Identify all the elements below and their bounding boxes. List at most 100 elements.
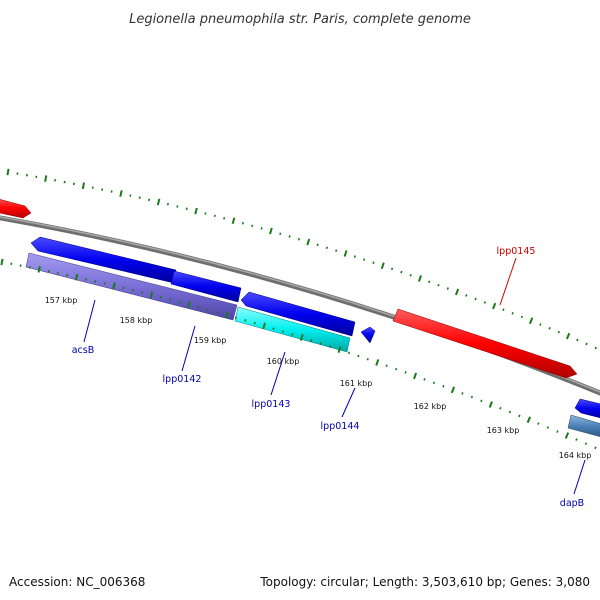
inner-ring-major-tick: [74, 273, 79, 281]
inner-ring-minor-tick: [546, 426, 550, 429]
inner-ring-minor-tick: [423, 378, 426, 381]
inner-ring-minor-tick: [197, 305, 200, 309]
inner-ring-minor-tick: [518, 414, 521, 418]
tick-label-163kbp: 163 kbp: [487, 426, 520, 435]
outer-ring-major-tick: [380, 262, 385, 270]
inner-ring-minor-tick: [594, 446, 597, 450]
outer-ring-minor-tick: [325, 246, 328, 250]
outer-ring-minor-tick: [148, 198, 151, 202]
gene-label-dapB: dapB: [560, 498, 584, 509]
outer-ring-minor-tick: [446, 287, 449, 290]
outer-ring-minor-tick: [316, 243, 319, 247]
tick-label-158kbp: 158 kbp: [120, 316, 153, 325]
outer-ring-minor-tick: [251, 224, 254, 228]
outer-ring-minor-tick: [539, 323, 542, 326]
genome-summary-text: Topology: circular; Length: 3,503,610 bp…: [259, 575, 590, 589]
inner-ring-minor-tick: [328, 345, 332, 348]
outer-ring-major-tick: [6, 168, 10, 176]
inner-ring-minor-tick: [103, 282, 106, 285]
inner-ring-major-tick: [375, 359, 380, 366]
outer-ring-minor-tick: [511, 312, 514, 315]
outer-ring-minor-tick: [176, 205, 179, 208]
cds-acsB: [25, 252, 238, 321]
gene-label-lpp0144: lpp0144: [321, 421, 360, 432]
outer-ring-minor-tick: [520, 315, 524, 319]
inner-ring-minor-tick: [480, 399, 483, 403]
outer-ring-major-tick: [269, 227, 273, 235]
inner-ring-major-tick: [450, 386, 456, 394]
outer-tick-ring: [6, 168, 597, 350]
inner-ring-major-tick: [262, 322, 266, 330]
inner-tick-ring: [0, 258, 597, 450]
leader-lpp0145: [499, 257, 517, 306]
map-title: Legionella pneumophila str. Paris, compl…: [129, 12, 471, 27]
outer-ring-major-tick: [454, 288, 460, 296]
outer-ring-minor-tick: [594, 346, 597, 350]
inner-ring-major-tick: [564, 432, 570, 439]
inner-ring-major-tick: [0, 258, 4, 266]
outer-ring-major-tick: [231, 217, 236, 225]
outer-ring-minor-tick: [288, 235, 291, 238]
inner-ring-minor-tick: [272, 327, 275, 331]
outer-ring-minor-tick: [363, 258, 366, 261]
gene-lpp0145: [392, 308, 578, 379]
inner-ring-minor-tick: [28, 266, 31, 269]
inner-ring-major-tick: [187, 301, 191, 308]
inner-ring-minor-tick: [499, 406, 502, 410]
outer-ring-minor-tick: [400, 270, 403, 274]
inner-ring-minor-tick: [319, 342, 322, 345]
outer-ring-minor-tick: [585, 342, 588, 346]
leader-lpp0143: [270, 351, 286, 396]
inner-ring-minor-tick: [508, 410, 512, 414]
outer-ring-minor-tick: [557, 330, 561, 334]
gene-label-acsB: acsB: [72, 345, 95, 356]
inner-ring-minor-tick: [291, 333, 294, 336]
outer-ring-minor-tick: [166, 202, 169, 206]
inner-ring-minor-tick: [537, 422, 540, 425]
accession-text: Accession: NC_006368: [9, 575, 145, 589]
genome-backbone: [0, 215, 600, 396]
inner-ring-major-tick: [337, 346, 342, 354]
inner-ring-minor-tick: [395, 367, 398, 371]
gene-lpp0144-arrow: [360, 326, 376, 344]
outer-ring-minor-tick: [335, 249, 338, 252]
inner-ring-minor-tick: [470, 395, 474, 399]
inner-ring-minor-tick: [310, 339, 313, 342]
inner-ring-minor-tick: [442, 385, 445, 388]
tick-label-164kbp: 164 kbp: [559, 451, 592, 460]
outer-ring-major-tick: [44, 175, 48, 182]
outer-ring-minor-tick: [428, 280, 431, 284]
outer-ring-major-tick: [492, 302, 497, 310]
gene-lpp0143-arrow: [240, 291, 356, 337]
inner-ring-major-tick: [149, 291, 154, 299]
leader-dapB: [573, 459, 586, 495]
inner-ring-minor-tick: [253, 321, 256, 325]
outer-ring-minor-tick: [409, 274, 412, 277]
inner-ring-minor-tick: [357, 354, 360, 358]
gene-label-lpp0143: lpp0143: [252, 399, 291, 410]
inner-ring-minor-tick: [66, 273, 69, 277]
inner-ring-major-tick: [413, 372, 418, 380]
inner-ring-major-tick: [224, 311, 229, 319]
inner-ring-minor-tick: [584, 442, 588, 446]
outer-ring-minor-tick: [223, 217, 226, 220]
outer-ring-minor-tick: [279, 232, 282, 236]
outer-ring-minor-tick: [474, 297, 477, 301]
leader-acsB: [83, 299, 96, 343]
tick-label-160kbp: 160 kbp: [267, 357, 300, 366]
inner-ring-minor-tick: [556, 430, 559, 433]
inner-ring-minor-tick: [159, 295, 162, 299]
outer-ring-major-tick: [306, 238, 311, 246]
inner-ring-minor-tick: [461, 392, 464, 395]
inner-ring-minor-tick: [169, 298, 172, 301]
inner-ring-minor-tick: [234, 316, 237, 319]
inner-ring-minor-tick: [281, 330, 284, 333]
outer-ring-minor-tick: [548, 327, 551, 330]
inner-ring-major-tick: [37, 265, 41, 273]
inner-ring-minor-tick: [404, 371, 407, 374]
tick-label-159kbp: 159 kbp: [194, 336, 227, 345]
inner-ring-minor-tick: [141, 291, 144, 294]
inner-ring-minor-tick: [206, 308, 209, 312]
outer-ring-minor-tick: [502, 308, 505, 311]
